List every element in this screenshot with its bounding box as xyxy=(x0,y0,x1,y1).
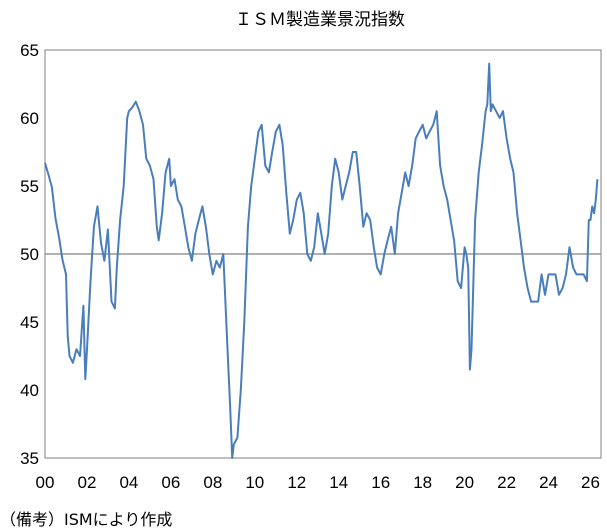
x-tick-label: 22 xyxy=(497,473,516,492)
y-tick-label: 60 xyxy=(20,109,39,128)
x-tick-label: 20 xyxy=(455,473,474,492)
chart-title: ＩＳＭ製造業景況指数 xyxy=(235,10,405,30)
x-tick-label: 06 xyxy=(161,473,180,492)
x-tick-label: 18 xyxy=(413,473,432,492)
source-note: （備考）ISMにより作成 xyxy=(0,510,172,529)
x-tick-label: 16 xyxy=(371,473,390,492)
series-line-ism xyxy=(44,62,599,459)
x-tick-label: 00 xyxy=(36,473,55,492)
y-tick-label: 50 xyxy=(20,245,39,264)
y-tick-label: 35 xyxy=(20,449,39,468)
x-tick-label: 08 xyxy=(203,473,222,492)
y-tick-label: 40 xyxy=(20,381,39,400)
x-tick-label: 12 xyxy=(287,473,306,492)
x-tick-label: 04 xyxy=(119,473,138,492)
x-tick-label: 24 xyxy=(539,473,558,492)
x-tick-label: 02 xyxy=(78,473,97,492)
x-tick-label: 10 xyxy=(245,473,264,492)
y-tick-label: 65 xyxy=(20,41,39,60)
y-axis: 35 40 45 50 55 60 65 xyxy=(20,41,39,468)
x-axis: 00 02 04 06 08 10 12 14 16 18 20 22 24 26 xyxy=(36,473,600,492)
y-tick-label: 55 xyxy=(20,177,39,196)
y-tick-label: 45 xyxy=(20,313,39,332)
x-tick-label: 26 xyxy=(581,473,600,492)
x-tick-label: 14 xyxy=(329,473,348,492)
